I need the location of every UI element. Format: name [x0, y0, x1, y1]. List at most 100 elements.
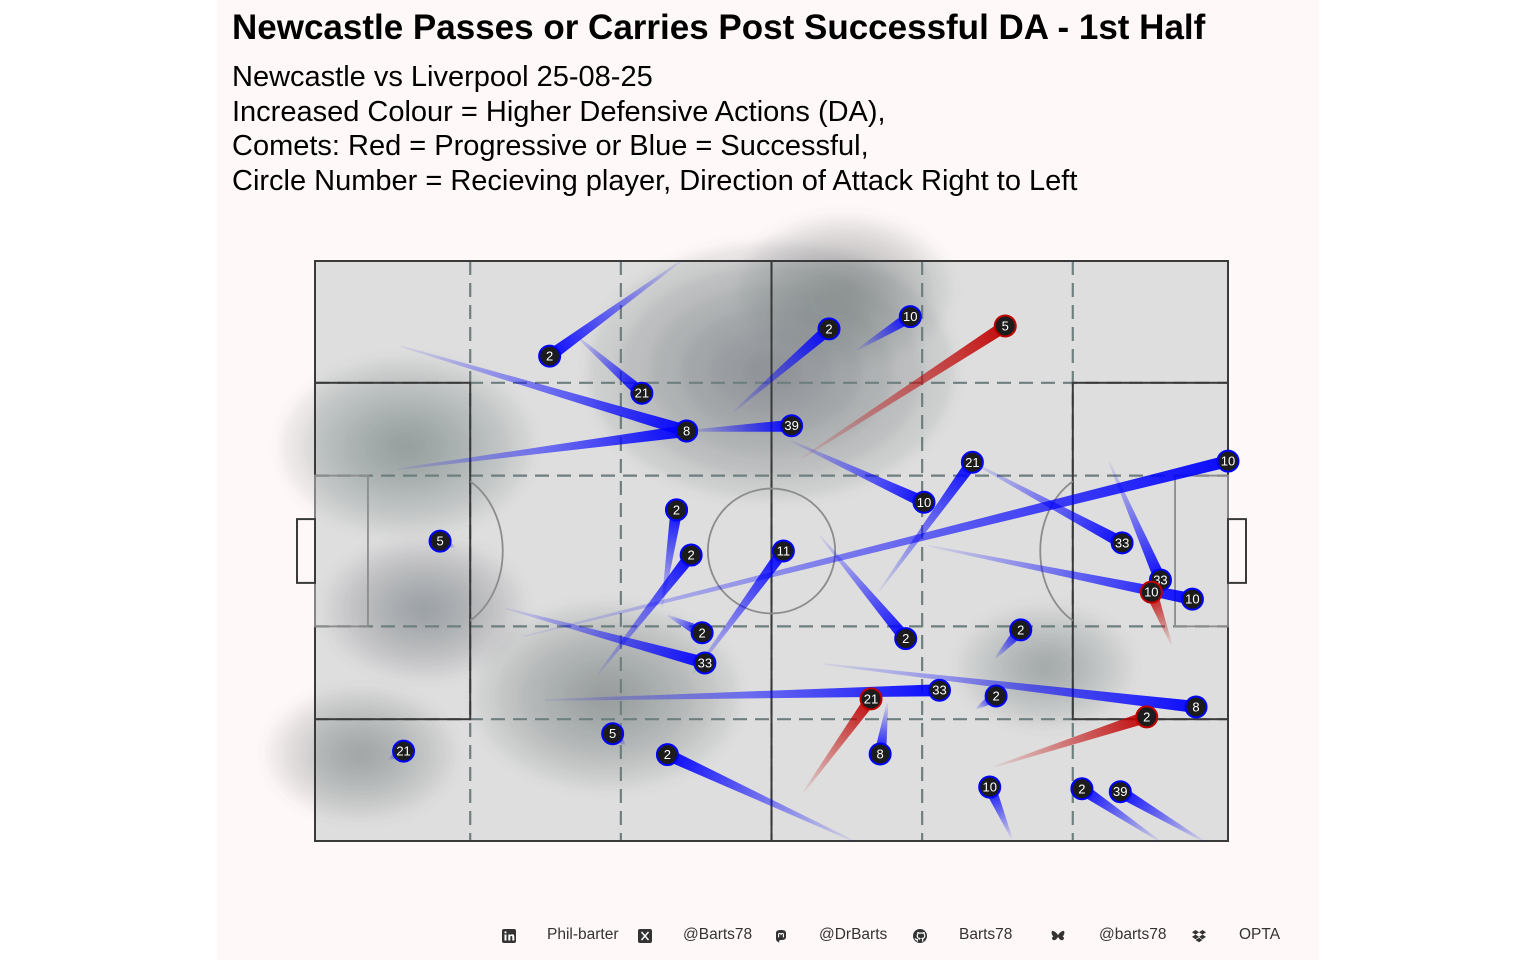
receiver-number: 8	[877, 747, 884, 762]
receiver-circle	[868, 742, 892, 766]
receiver-marker: 21	[630, 381, 654, 405]
receiver-circle	[693, 651, 717, 675]
centre-circle	[706, 487, 837, 615]
receiver-circle	[1180, 587, 1204, 611]
receiver-marker: 10	[898, 305, 922, 329]
receiver-number: 21	[864, 691, 878, 706]
receiver-circle	[978, 775, 1002, 799]
receiver-circle	[1135, 705, 1159, 729]
comet-successful	[400, 345, 689, 437]
receiver-number: 2	[1143, 709, 1150, 724]
receiver-circle	[1070, 777, 1094, 801]
receiver-number: 8	[1192, 700, 1199, 715]
receiver-marker: 5	[601, 722, 625, 746]
x-handle: @Barts78	[683, 926, 753, 943]
chart-subtitle: Newcastle vs Liverpool 25-08-25 Increase…	[232, 60, 1077, 198]
receiver-marker: 2	[894, 627, 918, 651]
receiver-circle	[984, 684, 1008, 708]
receiver-number: 8	[683, 423, 690, 438]
comet-successful	[823, 663, 1197, 713]
receiver-circle	[1108, 780, 1132, 804]
receiver-circle	[665, 498, 689, 522]
receiver-number: 10	[1185, 592, 1199, 607]
receiver-circle	[912, 490, 936, 514]
receiver-number: 10	[1221, 454, 1235, 469]
receiver-number: 33	[698, 655, 712, 670]
receiver-circle	[859, 687, 883, 711]
receiver-number: 2	[1017, 622, 1024, 637]
bluesky-handle: @barts78	[1099, 926, 1167, 943]
receiver-circle	[1110, 531, 1134, 555]
github-handle: Barts78	[959, 926, 1013, 943]
receiver-marker: 2	[1009, 618, 1033, 642]
goal-left	[296, 518, 316, 584]
comet-successful	[878, 458, 978, 592]
receiver-circle	[1216, 449, 1240, 473]
density-ring	[826, 277, 863, 303]
receiver-circle	[817, 317, 841, 341]
receiver-number: 2	[664, 747, 671, 762]
receiver-circle	[1009, 618, 1033, 642]
comet-successful	[575, 335, 646, 398]
receiver-circle	[993, 314, 1017, 338]
subtitle-line-circle-key: Circle Number = Recieving player, Direct…	[232, 164, 1078, 197]
receiver-marker: 21	[392, 739, 416, 763]
receiver-number: 2	[698, 625, 705, 640]
density-ring	[407, 597, 442, 621]
comet-successful	[733, 324, 833, 412]
pitch-markings	[296, 260, 1247, 842]
receiver-number: 2	[902, 631, 909, 646]
data-source: OPTA	[1239, 926, 1281, 943]
receiver-number: 10	[1144, 585, 1158, 600]
receiver-number: 39	[1113, 784, 1127, 799]
receiver-number: 39	[784, 418, 798, 433]
receiver-circle	[601, 722, 625, 746]
receiver-number: 10	[982, 780, 996, 795]
chart-title: Newcastle Passes or Carries Post Success…	[232, 8, 1206, 47]
receiver-marker: 33	[927, 678, 951, 702]
receiver-circle	[538, 344, 562, 368]
receiver-number: 2	[546, 349, 553, 364]
comet-successful	[686, 419, 792, 432]
mastodon-icon	[776, 930, 786, 943]
comet-progressive	[994, 711, 1149, 768]
comet-successful	[928, 544, 1194, 606]
receiver-marker: 8	[868, 742, 892, 766]
receiver-number: 5	[436, 534, 443, 549]
receiver-marker: 2	[655, 743, 679, 767]
penalty-arc-right	[1039, 480, 1074, 622]
subtitle-line-colour-key: Increased Colour = Higher Defensive Acti…	[232, 95, 886, 128]
receiver-circle	[679, 543, 703, 567]
receiver-number: 21	[965, 455, 979, 470]
receiver-number: 21	[635, 386, 649, 401]
receiver-marker: 11	[771, 539, 795, 563]
receiver-marker: 2	[1070, 777, 1094, 801]
mastodon-handle: @DrBarts	[819, 926, 888, 943]
receiver-marker: 10	[912, 490, 936, 514]
receiver-marker: 10	[1180, 587, 1204, 611]
linkedin-icon	[502, 929, 516, 943]
receiver-marker: 2	[817, 317, 841, 341]
receiver-marker: 5	[993, 314, 1017, 338]
comet-progressive	[801, 320, 1009, 459]
receiver-circle	[392, 739, 416, 763]
comet-successful	[856, 311, 914, 351]
receiver-circle	[675, 419, 699, 443]
receiver-circle	[780, 414, 804, 438]
receiver-number: 33	[1115, 535, 1129, 550]
receiver-number: 2	[992, 689, 999, 704]
bluesky-icon	[1051, 930, 1065, 941]
receiver-number: 2	[688, 548, 695, 563]
receiver-number: 10	[903, 309, 917, 324]
comet-successful	[874, 702, 889, 755]
receiver-marker: 2	[538, 344, 562, 368]
receiver-number: 2	[673, 502, 680, 517]
receiver-circle	[960, 450, 984, 474]
receiver-circle	[690, 621, 714, 645]
receiver-number: 2	[1078, 781, 1085, 796]
receiver-number: 11	[777, 544, 791, 559]
linkedin-handle: Phil-barter	[547, 926, 619, 943]
receiver-circle	[655, 743, 679, 767]
subtitle-line-comet-key: Comets: Red = Progressive or Blue = Succ…	[232, 130, 869, 162]
receiver-marker: 10	[978, 775, 1002, 799]
